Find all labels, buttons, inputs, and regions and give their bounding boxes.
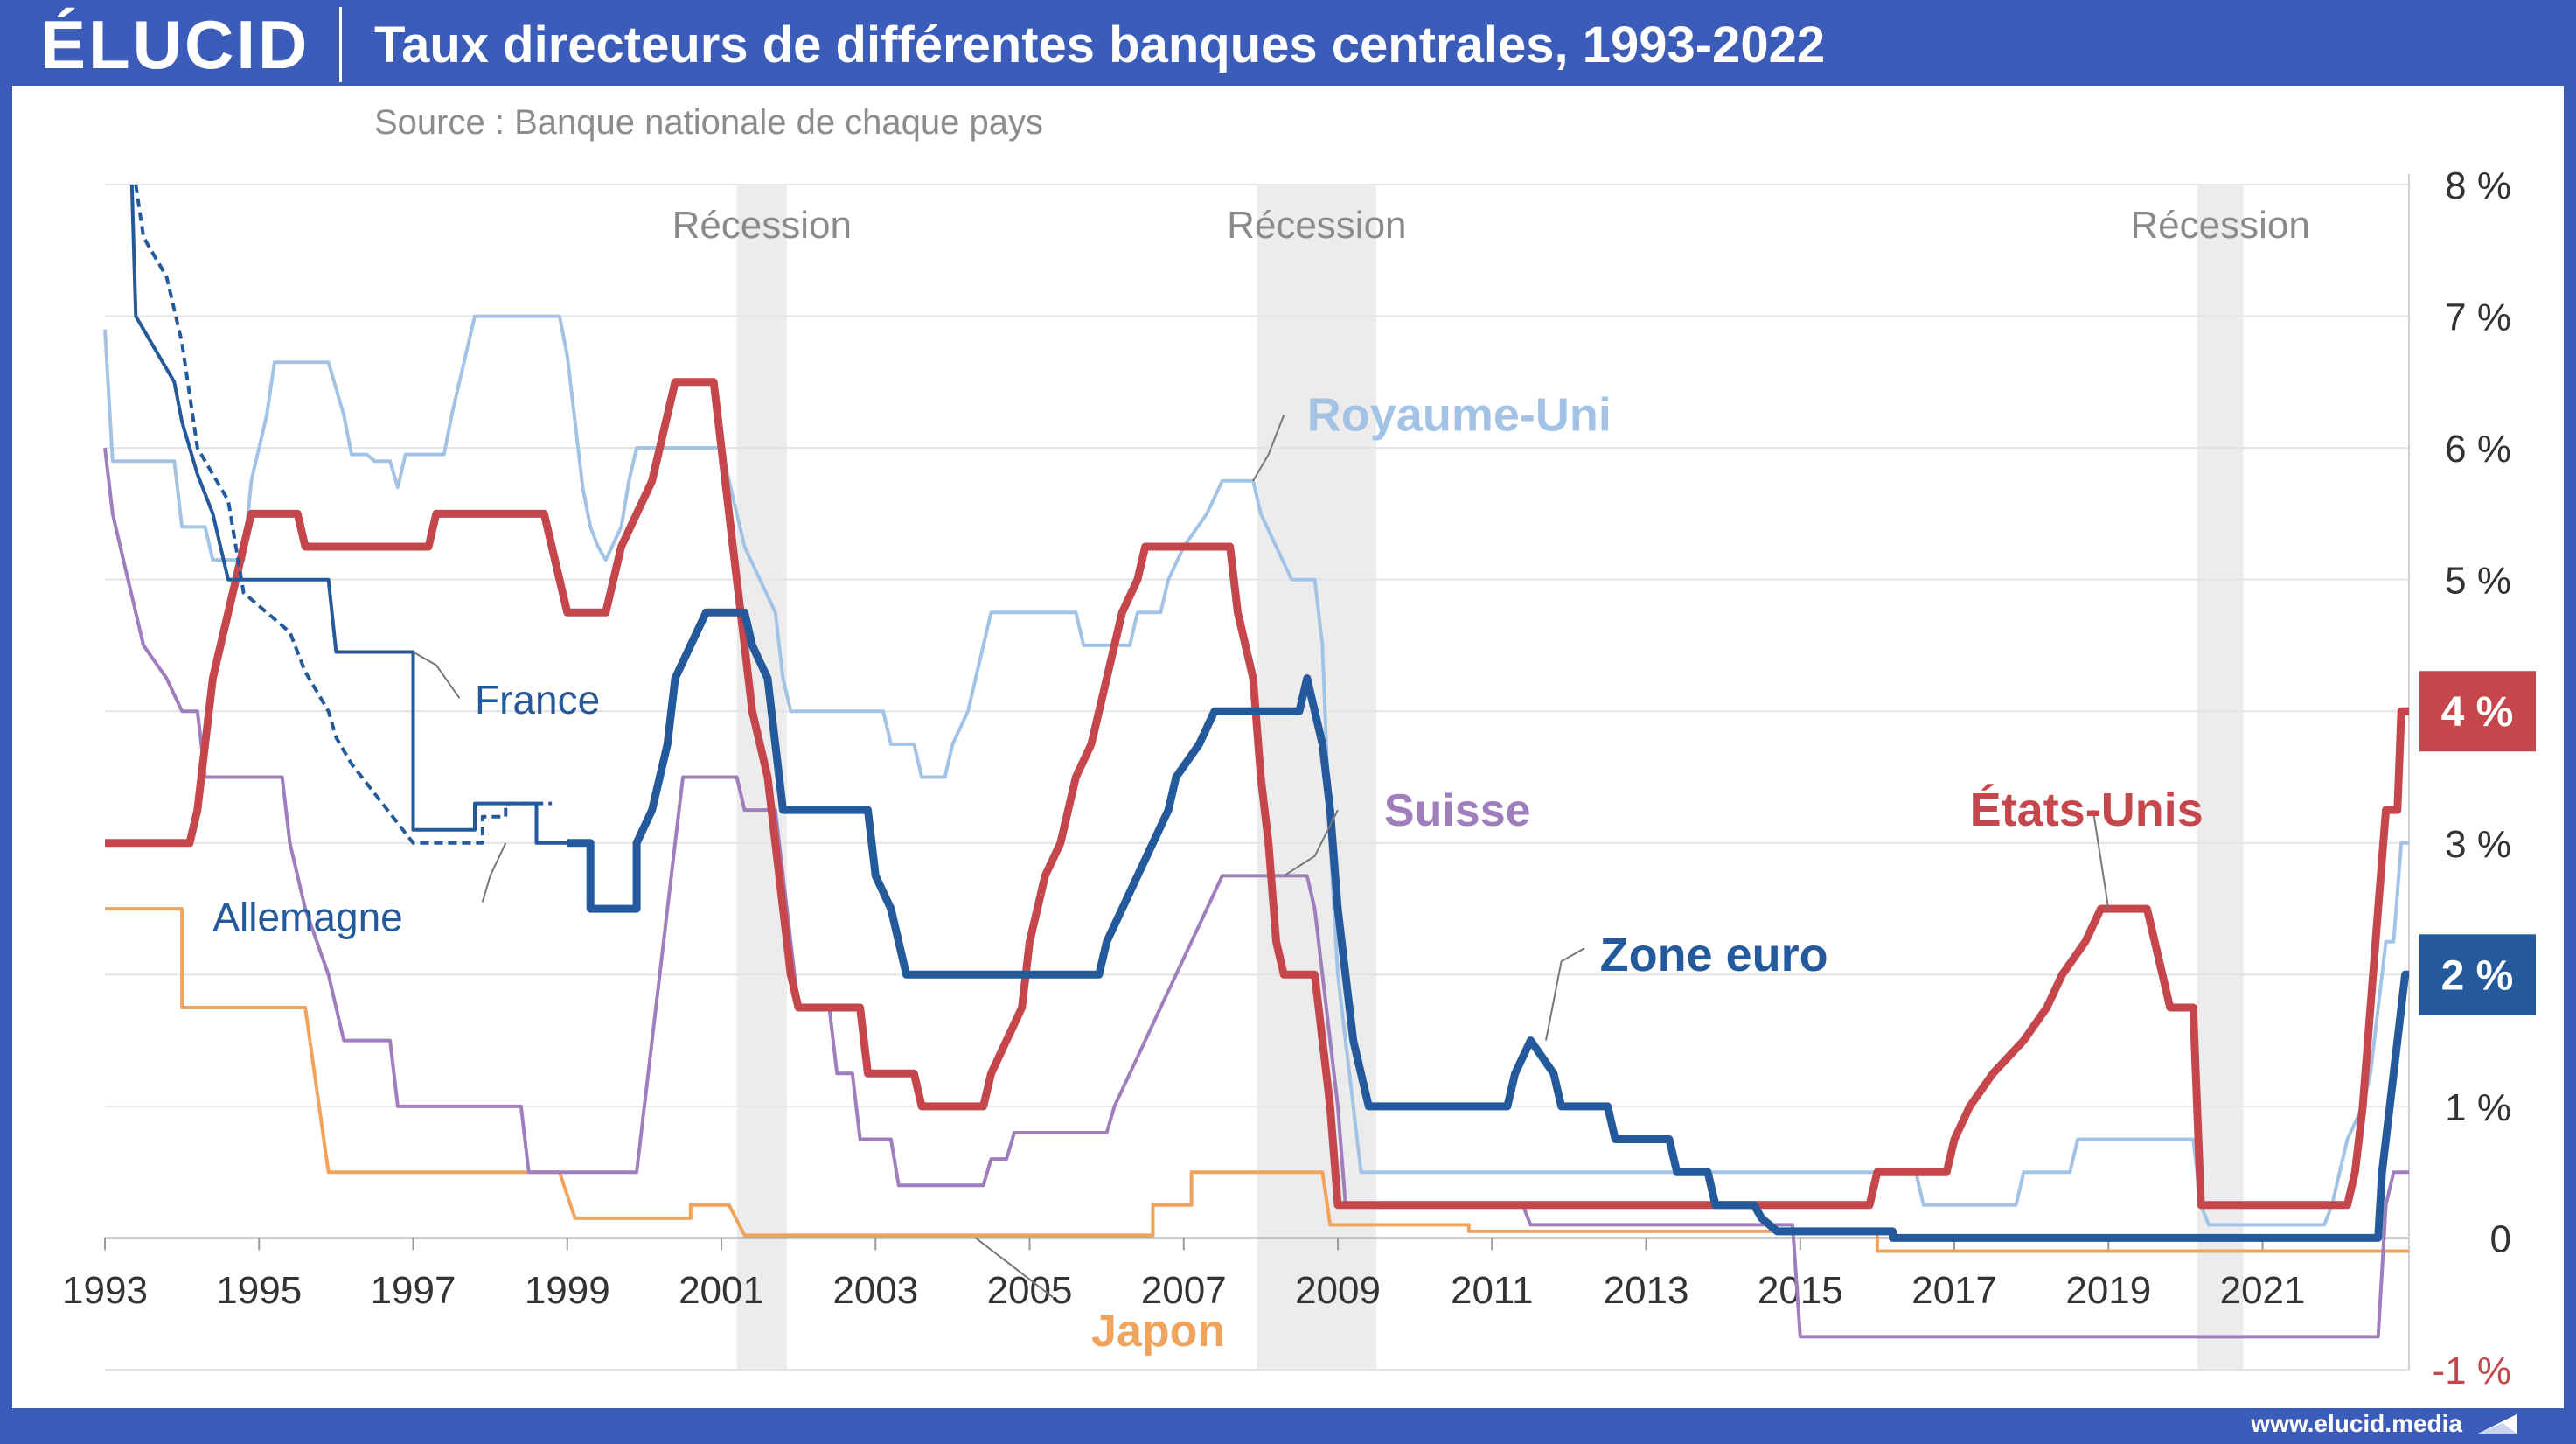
switzerland-leader-line	[1283, 809, 1339, 877]
elucid-mark-icon	[2478, 1414, 2517, 1434]
footer-url[interactable]: www.elucid.media	[2251, 1410, 2462, 1437]
usa-end-badge	[2419, 671, 2536, 752]
x-tick-label: 2001	[679, 1269, 764, 1312]
euro-end-badge	[2419, 934, 2536, 1015]
y-tick-label: 1 %	[2445, 1086, 2511, 1129]
x-tick-label: 2013	[1604, 1269, 1689, 1312]
x-tick-label: 1997	[371, 1269, 456, 1312]
y-tick-label: 6 %	[2445, 428, 2511, 471]
switzerland-series-label: Suisse	[1384, 785, 1531, 836]
y-tick-label: 0	[2490, 1217, 2511, 1260]
usa-series-label: États-Unis	[1970, 784, 2204, 836]
usa-series-line	[105, 378, 2409, 1210]
switzerland-series-line	[103, 447, 2409, 1339]
france-series-line	[129, 184, 567, 845]
germany-series-line	[134, 184, 553, 845]
x-tick-label: 2011	[1451, 1269, 1534, 1312]
euro-series-line	[567, 608, 2410, 1242]
x-tick-label: 2021	[2220, 1269, 2306, 1312]
recession-band	[1257, 185, 1377, 1370]
usa-leader-line	[2092, 809, 2110, 910]
uk-leader-line	[1252, 415, 1285, 482]
france-series-label: France	[475, 677, 600, 722]
x-tick-label: 1993	[62, 1269, 148, 1312]
usa-end-label: 4 %	[2441, 689, 2514, 736]
recession-label: Récession	[672, 204, 852, 247]
y-tick-label: 8 %	[2445, 164, 2511, 207]
uk-series-label: Royaume-Uni	[1307, 388, 1612, 441]
x-tick-label: 2019	[2065, 1269, 2151, 1312]
euro-series-label: Zone euro	[1600, 929, 1828, 981]
euro-end-label: 2 %	[2441, 952, 2514, 999]
recession-band	[2197, 185, 2244, 1370]
recession-label: Récession	[2130, 204, 2309, 247]
y-tick-label: 5 %	[2445, 560, 2511, 603]
y-tick-label: 3 %	[2445, 823, 2511, 866]
germany-series-label: Allemagne	[212, 895, 402, 940]
y-tick-label: 7 %	[2445, 296, 2511, 339]
uk-series-line	[103, 314, 2409, 1227]
japan-series-label: Japon	[1091, 1306, 1225, 1357]
euro-leader-line	[1545, 947, 1585, 1041]
header-bar: ÉLUCID Taux directeurs de différentes ba…	[0, 0, 2576, 86]
x-tick-label: 2017	[1911, 1269, 1997, 1312]
japan-series-line	[105, 907, 2409, 1253]
elucid-logo[interactable]: ÉLUCID	[40, 6, 310, 83]
x-tick-label: 1995	[216, 1269, 302, 1312]
france-leader-line	[413, 651, 461, 699]
chart-subtitle: Source : Banque nationale de chaque pays	[374, 103, 1044, 142]
x-tick-label: 2015	[1758, 1269, 1843, 1312]
x-tick-label: 2005	[987, 1269, 1073, 1312]
x-tick-label: 2003	[832, 1269, 918, 1312]
germany-leader-line	[481, 842, 507, 903]
header-divider	[339, 7, 342, 82]
y-tick-label: -1 %	[2433, 1350, 2511, 1392]
recession-label: Récession	[1227, 204, 1406, 247]
x-tick-label: 2009	[1295, 1269, 1381, 1312]
x-tick-label: 1999	[525, 1269, 610, 1312]
x-tick-label: 2007	[1141, 1269, 1227, 1312]
japan-leader-line	[975, 1237, 1054, 1298]
chart-title: Taux directeurs de différentes banques c…	[374, 17, 1826, 73]
